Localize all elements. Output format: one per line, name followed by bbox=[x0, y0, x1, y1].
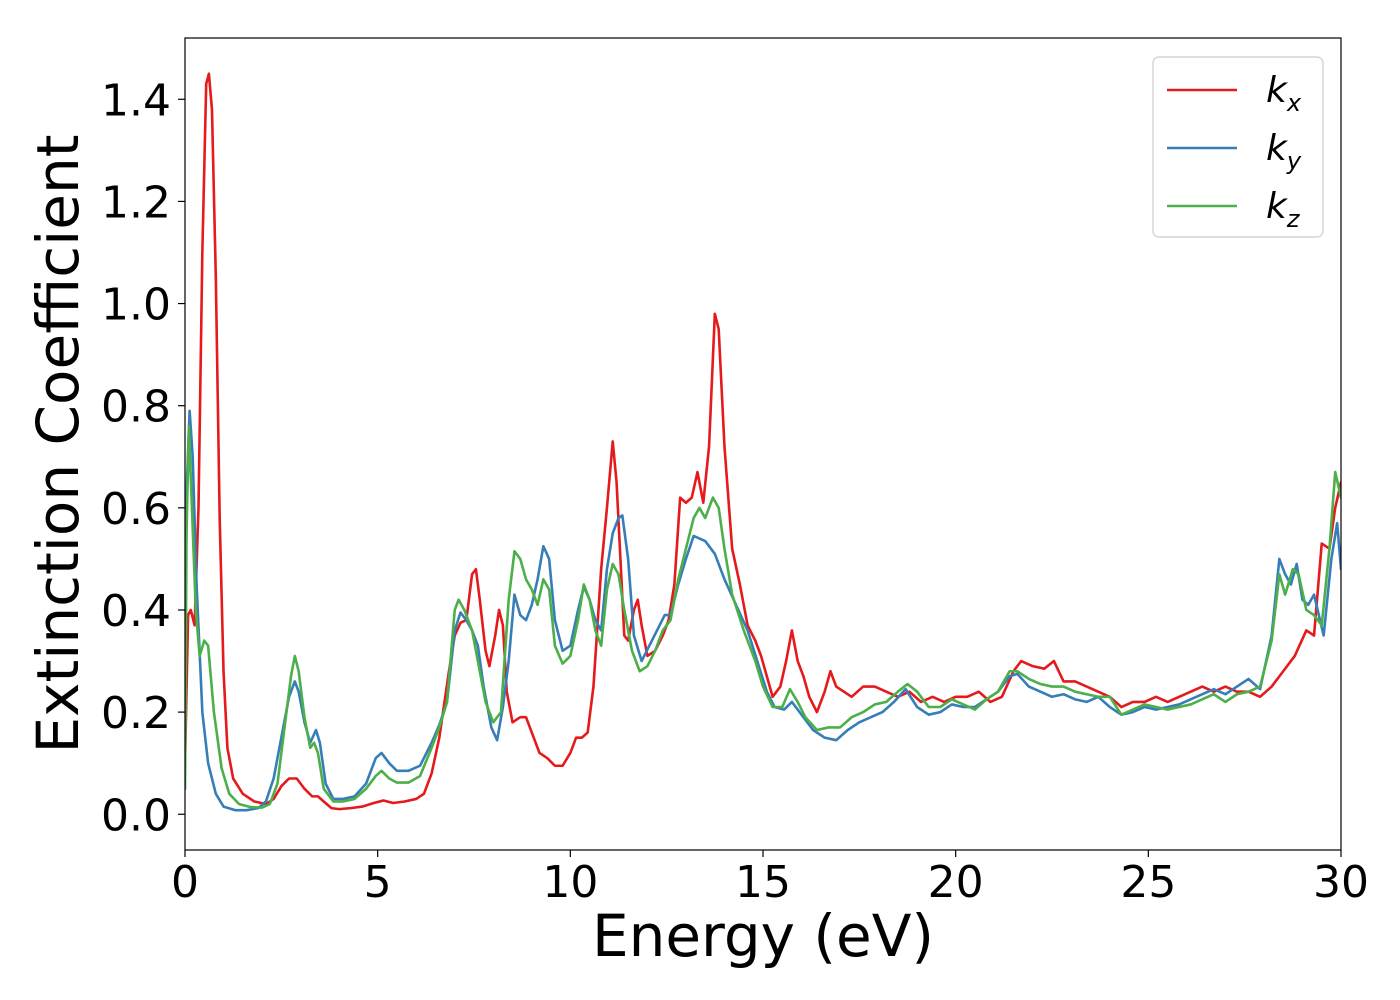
y-axis-label: Extinction Coefficient bbox=[24, 135, 92, 754]
legend-label-main: k bbox=[1266, 70, 1289, 111]
y-axis: 0.0 0.2 0.4 0.6 0.8 1.0 1.2 1.4 bbox=[101, 75, 185, 841]
legend-label-kz: kz bbox=[1266, 186, 1301, 233]
series-line-kx bbox=[185, 72, 1341, 811]
y-tick-label: 1.0 bbox=[101, 280, 171, 331]
series-line-ky bbox=[185, 409, 1341, 812]
x-axis-label: Energy (eV) bbox=[592, 902, 934, 970]
y-tick-label: 1.4 bbox=[101, 75, 171, 126]
x-tick-label: 15 bbox=[735, 857, 791, 908]
y-tick-label: 0.6 bbox=[101, 484, 171, 535]
series-line-kz bbox=[185, 424, 1341, 809]
x-tick-label: 30 bbox=[1313, 857, 1369, 908]
x-tick-label: 0 bbox=[171, 857, 199, 908]
y-tick-label: 0.4 bbox=[101, 586, 171, 637]
legend-box bbox=[1152, 56, 1324, 238]
y-tick-label: 0.2 bbox=[101, 688, 171, 739]
legend-label-subscript: z bbox=[1286, 205, 1301, 233]
legend-label-kx: kx bbox=[1266, 70, 1302, 117]
y-tick-label: 0.0 bbox=[101, 790, 171, 841]
x-axis: 0 5 10 15 20 25 30 bbox=[171, 850, 1369, 908]
legend-label-main: k bbox=[1266, 186, 1289, 227]
legend-label-subscript: x bbox=[1286, 89, 1302, 117]
legend-label-subscript: y bbox=[1286, 147, 1302, 175]
y-tick-label: 1.2 bbox=[101, 177, 171, 228]
y-tick-label: 0.8 bbox=[101, 382, 171, 433]
series-group bbox=[185, 72, 1341, 812]
x-tick-label: 5 bbox=[364, 857, 392, 908]
x-tick-label: 10 bbox=[542, 857, 598, 908]
legend-label-ky: ky bbox=[1266, 128, 1302, 175]
legend-label-main: k bbox=[1266, 128, 1289, 169]
x-tick-label: 20 bbox=[928, 857, 984, 908]
x-tick-label: 25 bbox=[1120, 857, 1176, 908]
